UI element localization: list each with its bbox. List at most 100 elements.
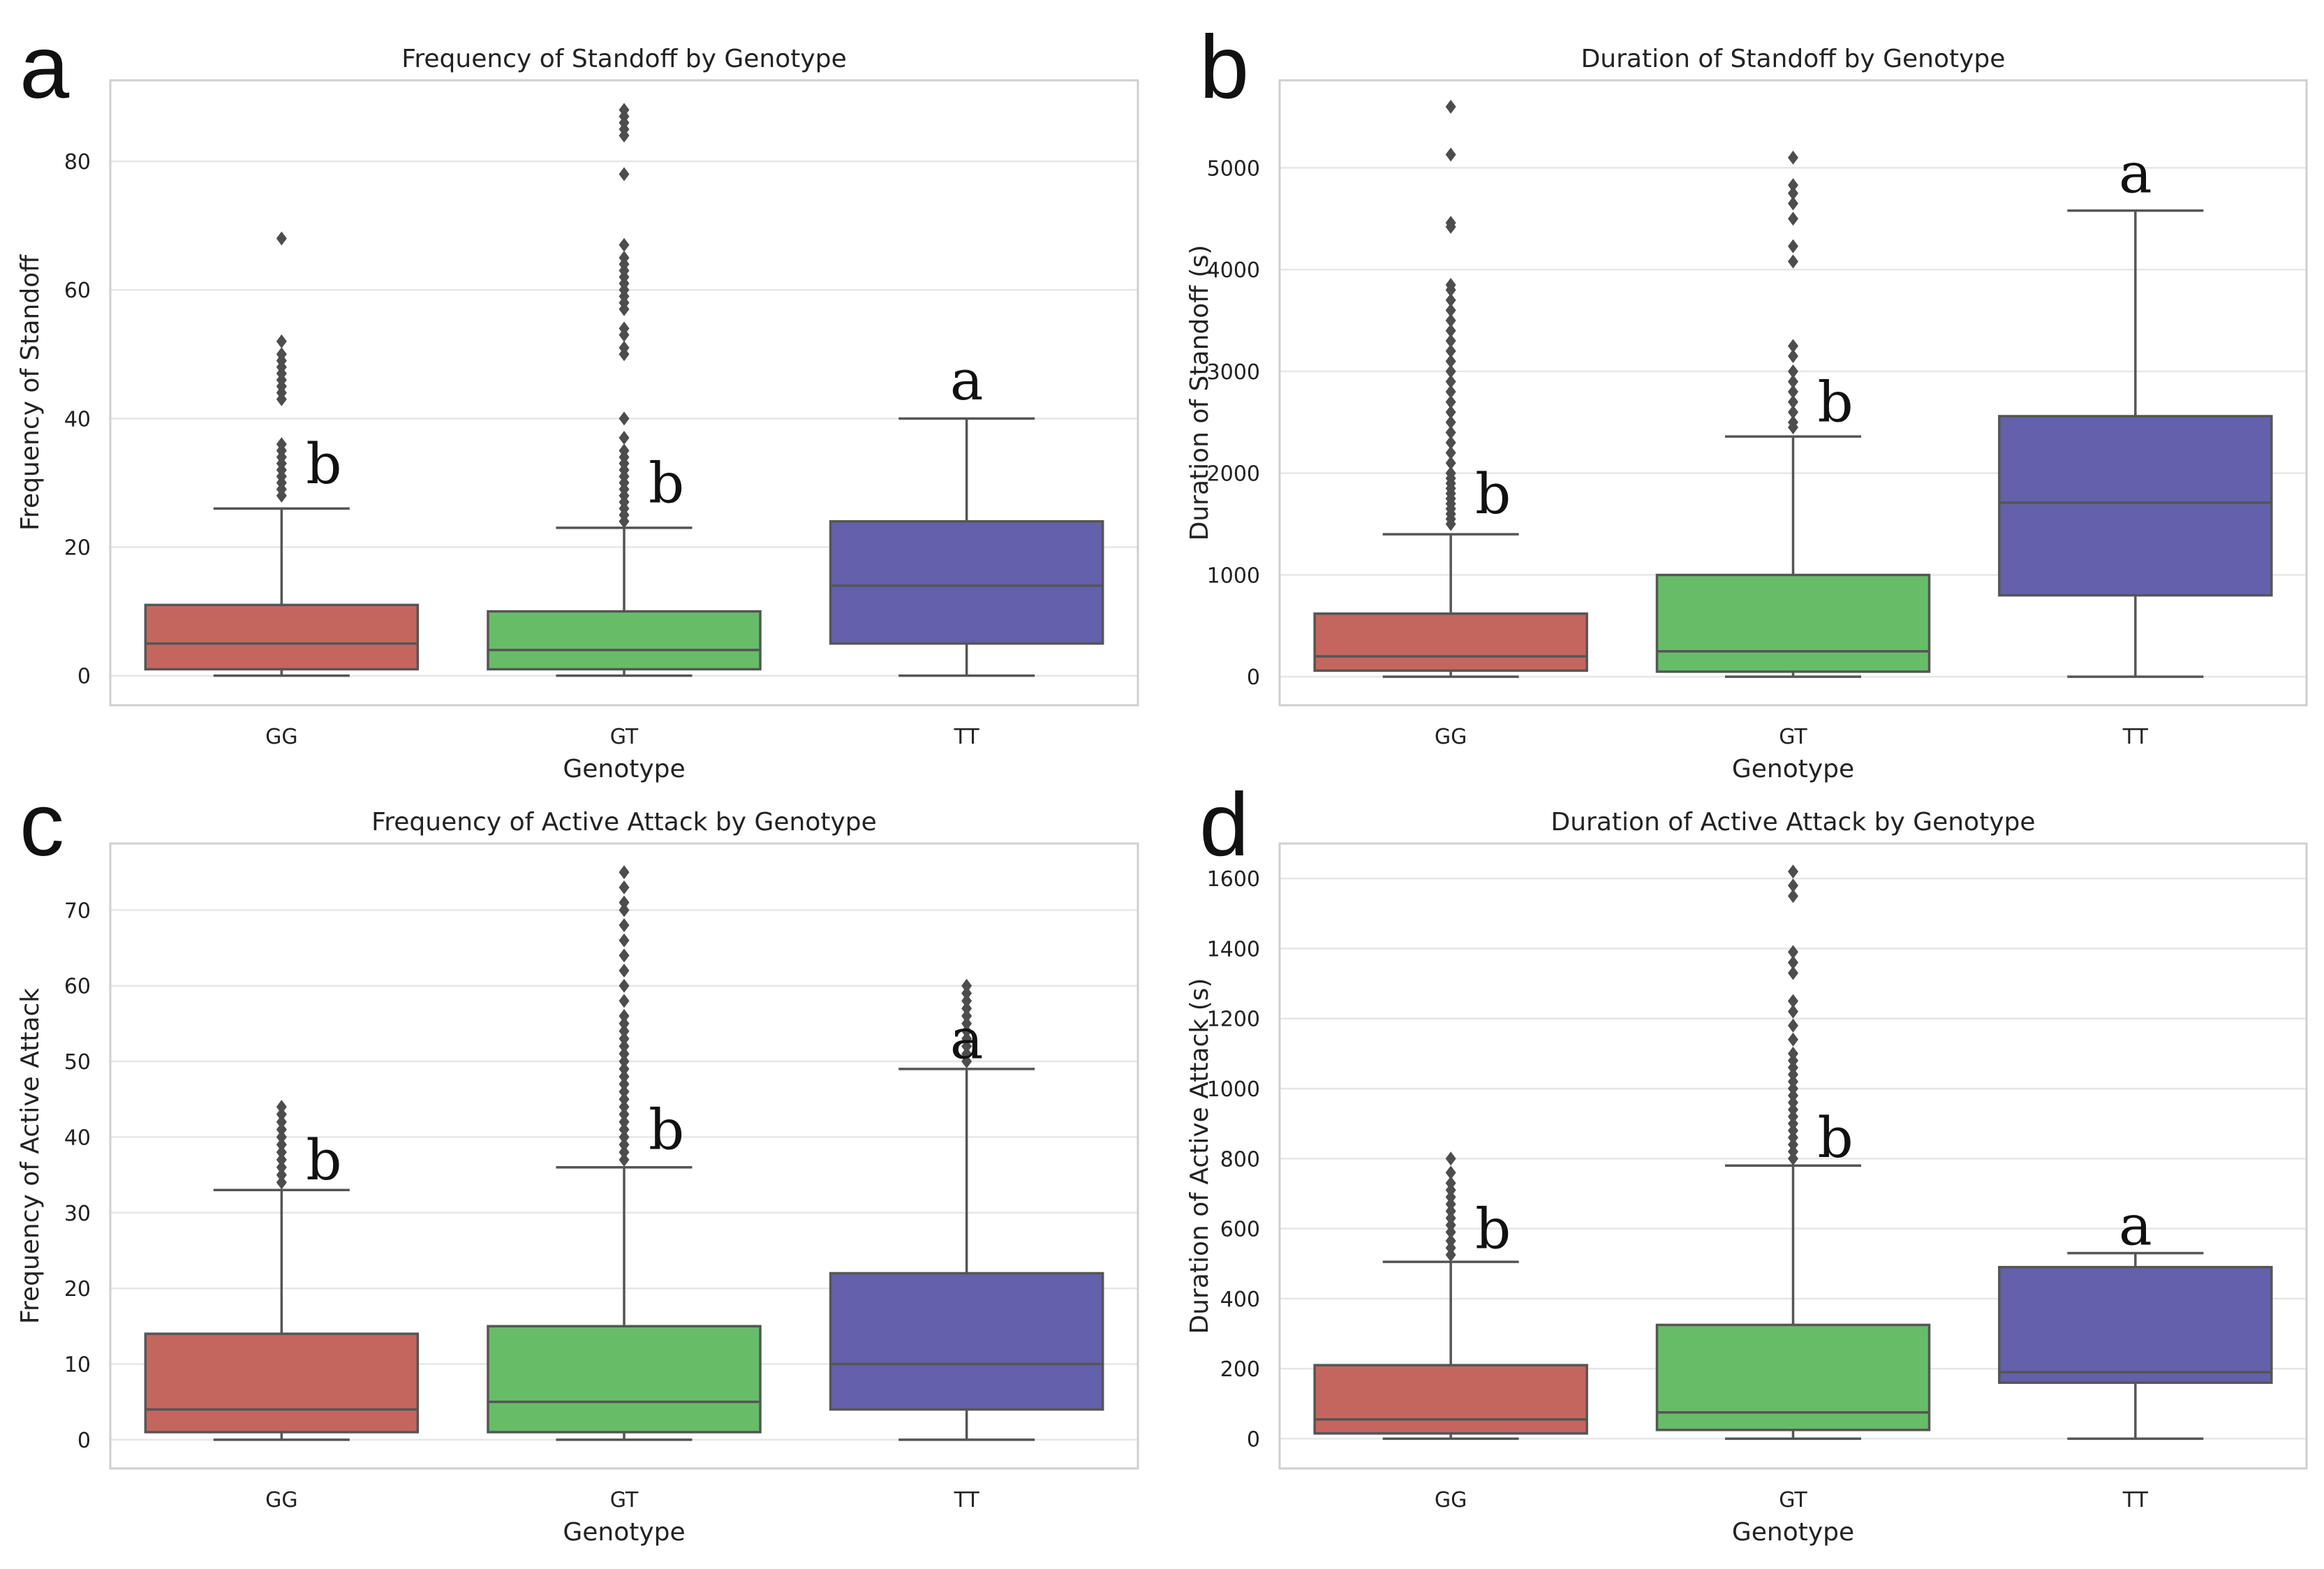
y-tick-label: 5000 [1207,156,1260,181]
outlier-point [1445,1197,1456,1211]
outlier-point [1788,994,1798,1008]
y-tick-label: 800 [1220,1147,1260,1172]
box-TT: a TT [1998,1193,2273,1512]
outlier-point [1445,1151,1456,1166]
panel-letter: d [1199,775,1249,875]
x-axis-label: Genotype [1732,755,1854,783]
outlier-point [1788,1018,1798,1033]
y-tick-label: 200 [1220,1357,1260,1382]
outlier-point [1788,878,1798,893]
outlier-point [1788,1130,1798,1145]
box-iqr [1313,612,1588,672]
outlier-point [276,1167,287,1182]
y-tick-label: 4000 [1207,258,1260,283]
y-tick-label: 1000 [1207,563,1260,588]
outlier-point [276,1122,287,1137]
panel-a: 0 20 40 60 80 Frequency of Standoff by Genoty… [16,17,1139,783]
outlier-point [1445,323,1456,338]
outlier-point [1445,395,1456,409]
box-iqr [829,1272,1104,1411]
outlier-point [619,321,630,336]
outlier-point [1788,1117,1798,1131]
outlier-point [1445,314,1456,328]
outlier-point [1445,1190,1456,1205]
outlier-point [1445,277,1456,292]
outlier-point [619,903,630,918]
plot-frame [1278,842,2308,1470]
box-iqr [1655,1323,1931,1431]
significance-letter: b [1475,1197,1511,1262]
outlier-point [1788,349,1798,364]
outlier-point [961,1039,972,1054]
outlier-point [276,334,287,348]
outlier-point [619,964,630,978]
outlier-point [619,978,630,993]
outlier-point [1445,334,1456,348]
plot-frame [109,842,1139,1470]
significance-letter: a [950,1007,984,1072]
outlier-point [1788,239,1798,253]
outlier-point [961,1001,972,1016]
box-GT: b GT [487,103,762,749]
outlier-point [1445,435,1456,450]
outlier-point [1788,374,1798,389]
plot-frame [109,79,1139,707]
outlier-point [1788,395,1798,409]
significance-letter: a [2119,141,2152,206]
y-tick-label: 20 [64,1277,91,1302]
outlier-point [276,1137,287,1152]
outlier-point [961,1054,972,1069]
box-iqr [487,610,762,671]
outlier-point [1788,385,1798,399]
outlier-point [1788,1137,1798,1152]
outlier-point [1788,1032,1798,1047]
outlier-point [961,978,972,993]
outlier-point [1445,415,1456,429]
outlier-point [1788,1151,1798,1166]
y-tick-label: 400 [1220,1288,1260,1312]
outlier-point [276,1130,287,1144]
outlier-point [961,1031,972,1046]
x-tick-label: GG [265,1488,298,1512]
outlier-point [1788,1060,1798,1075]
box-GG: b GG [144,1100,420,1512]
outlier-point [1445,1248,1456,1262]
outlier-point [276,437,287,452]
outlier-point [619,918,630,933]
panel-c: 0 10 20 30 40 50 60 70 Frequency of Active Attac… [16,775,1139,1547]
outlier-point [1445,1218,1456,1232]
box-GT: b GT [487,865,762,1512]
outlier-point [1788,1144,1798,1159]
panel-b: 0 1000 2000 3000 4000 5000 Duration of Standof… [1185,17,2308,783]
outlier-point [619,103,630,117]
outlier-point [619,443,630,458]
box-iqr [1313,1364,1588,1435]
outlier-point [1788,1074,1798,1089]
outlier-point [276,231,287,246]
box-iqr [1655,573,1931,673]
outlier-point [1788,966,1798,980]
outlier-point [1788,945,1798,959]
outlier-point [1788,196,1798,211]
significance-letter: b [649,1098,684,1163]
outlier-point [619,1084,630,1099]
outlier-point [1445,216,1456,230]
x-tick-label: GT [610,1488,639,1512]
x-tick-label: GT [610,725,639,749]
outlier-point [276,347,287,362]
box-TT: a TT [829,348,1104,749]
outlier-point [1788,1081,1798,1096]
outlier-point [619,1107,630,1121]
outlier-point [619,251,630,265]
outlier-point [1445,1211,1456,1225]
outlier-point [619,948,630,963]
outlier-point [1788,150,1798,165]
outlier-point [1445,405,1456,420]
box-GG: b GG [1313,1151,1588,1512]
outlier-point [619,411,630,426]
outlier-point [276,1145,287,1160]
x-tick-label: TT [954,725,980,749]
y-tick-label: 10 [64,1353,91,1377]
y-tick-label: 1600 [1207,867,1260,892]
